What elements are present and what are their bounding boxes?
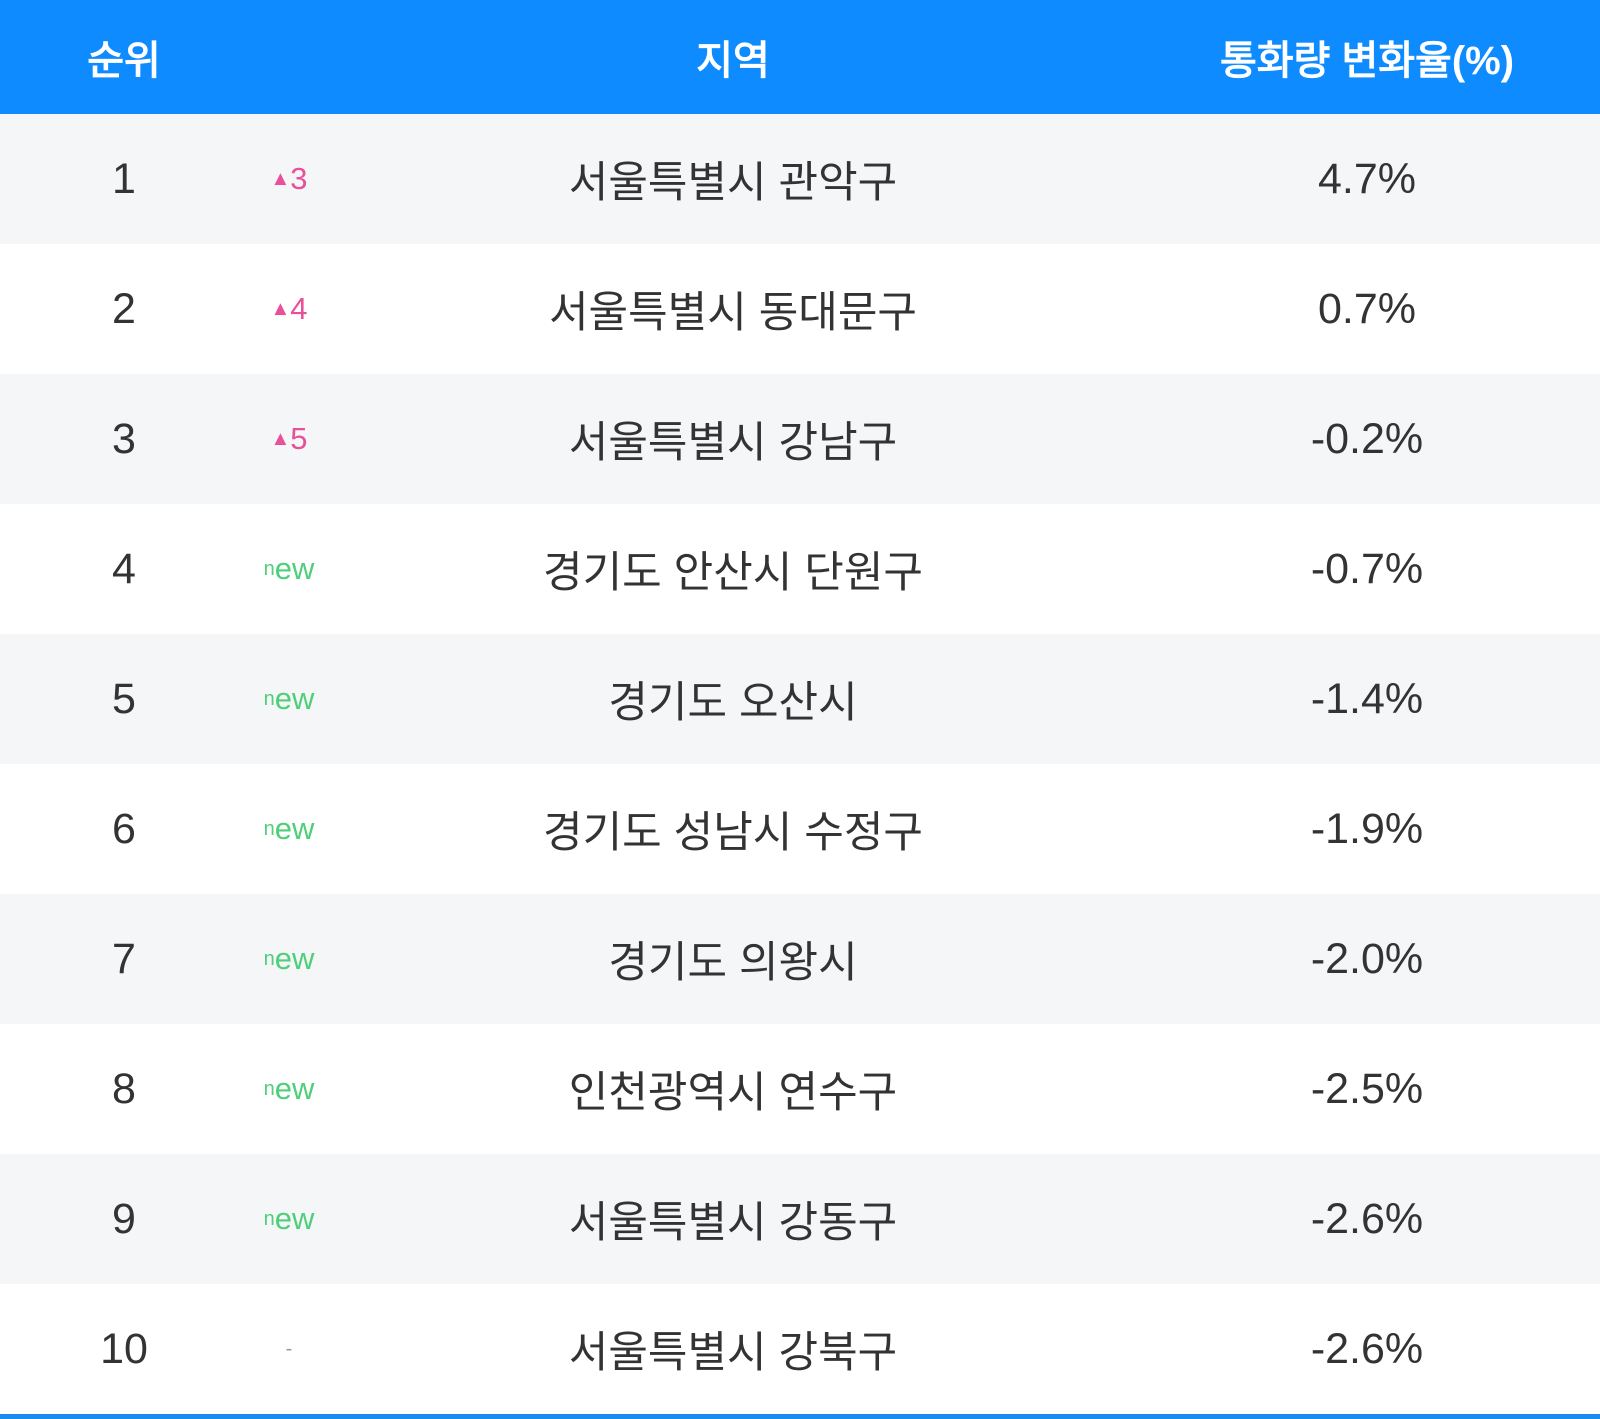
change-rate: -2.6% [1310, 1324, 1424, 1373]
table-row: 3 ▲5 서울특별시 강남구 -0.2% [0, 374, 1600, 504]
table-row: 2 ▲4 서울특별시 동대문구 0.7% [0, 244, 1600, 374]
rank: 3 [112, 414, 136, 463]
rank-change-text: new [263, 681, 315, 716]
rank-change: ▲3 [209, 114, 369, 244]
region: 경기도 의왕시 [608, 939, 858, 987]
table-row: 4 new 경기도 안산시 단원구 -0.7% [0, 504, 1600, 634]
region: 서울특별시 강남구 [568, 419, 898, 467]
rank-change: new [209, 764, 369, 894]
table-header: 순위 지역 통화량 변화율(%) [0, 0, 1600, 114]
change-rate: -2.6% [1310, 1194, 1424, 1243]
region: 서울특별시 관악구 [568, 159, 898, 207]
change-rate: -1.9% [1310, 804, 1424, 853]
table-row: 10 - 서울특별시 강북구 -2.6% [0, 1284, 1600, 1414]
rank-change-text: new [263, 1071, 315, 1106]
table-row: 6 new 경기도 성남시 수정구 -1.9% [0, 764, 1600, 894]
rank: 9 [112, 1194, 136, 1243]
rank-change-text: ▲3 [270, 161, 308, 196]
rank-change-text: new [263, 941, 315, 976]
region: 경기도 성남시 수정구 [543, 809, 923, 857]
change-rate: -1.4% [1310, 674, 1424, 723]
header-value: 통화량 변화율(%) [1219, 39, 1515, 83]
rank-change-text: - [285, 1338, 293, 1360]
rank-change-text: ▲4 [270, 291, 308, 326]
change-rate: 0.7% [1317, 284, 1416, 333]
table-row: 5 new 경기도 오산시 -1.4% [0, 634, 1600, 764]
rank-change: new [209, 1154, 369, 1284]
header-rank: 순위 [87, 39, 161, 83]
change-rate: 4.7% [1317, 154, 1416, 203]
rank: 10 [100, 1324, 148, 1373]
change-rate: -0.7% [1310, 544, 1424, 593]
rank-change: new [209, 894, 369, 1024]
rank: 4 [112, 544, 136, 593]
region: 서울특별시 동대문구 [549, 289, 917, 337]
rank-change: new [209, 634, 369, 764]
rank: 1 [112, 154, 136, 203]
region: 서울특별시 강북구 [568, 1329, 898, 1377]
rank-change-text: ▲5 [270, 421, 308, 456]
rank-change: ▲4 [209, 244, 369, 374]
table-row: 8 new 인천광역시 연수구 -2.5% [0, 1024, 1600, 1154]
region: 인천광역시 연수구 [568, 1069, 898, 1117]
change-rate: -0.2% [1310, 414, 1424, 463]
rank-change: new [209, 504, 369, 634]
region: 경기도 오산시 [608, 679, 858, 727]
region: 서울특별시 강동구 [568, 1199, 898, 1247]
rank: 5 [112, 674, 136, 723]
rank-change-text: new [263, 551, 315, 586]
change-rate: -2.0% [1310, 934, 1424, 983]
rank-change: - [209, 1284, 369, 1414]
rank-change: ▲5 [209, 374, 369, 504]
table-row: 1 ▲3 서울특별시 관악구 4.7% [0, 114, 1600, 244]
header-region: 지역 [696, 39, 770, 83]
rank-change-text: new [263, 811, 315, 846]
rank-change-text: new [263, 1201, 315, 1236]
rank: 2 [112, 284, 136, 333]
table-row: 9 new 서울특별시 강동구 -2.6% [0, 1154, 1600, 1284]
rank: 8 [112, 1064, 136, 1113]
table-body: 1 ▲3 서울특별시 관악구 4.7% 2 ▲4 서울특별시 동대문구 0.7% 3 ▲5 서울특별… [0, 114, 1600, 1414]
rank: 7 [112, 934, 136, 983]
rank: 6 [112, 804, 136, 853]
table-row: 7 new 경기도 의왕시 -2.0% [0, 894, 1600, 1024]
rank-change: new [209, 1024, 369, 1154]
change-rate: -2.5% [1310, 1064, 1424, 1113]
region: 경기도 안산시 단원구 [543, 549, 923, 597]
